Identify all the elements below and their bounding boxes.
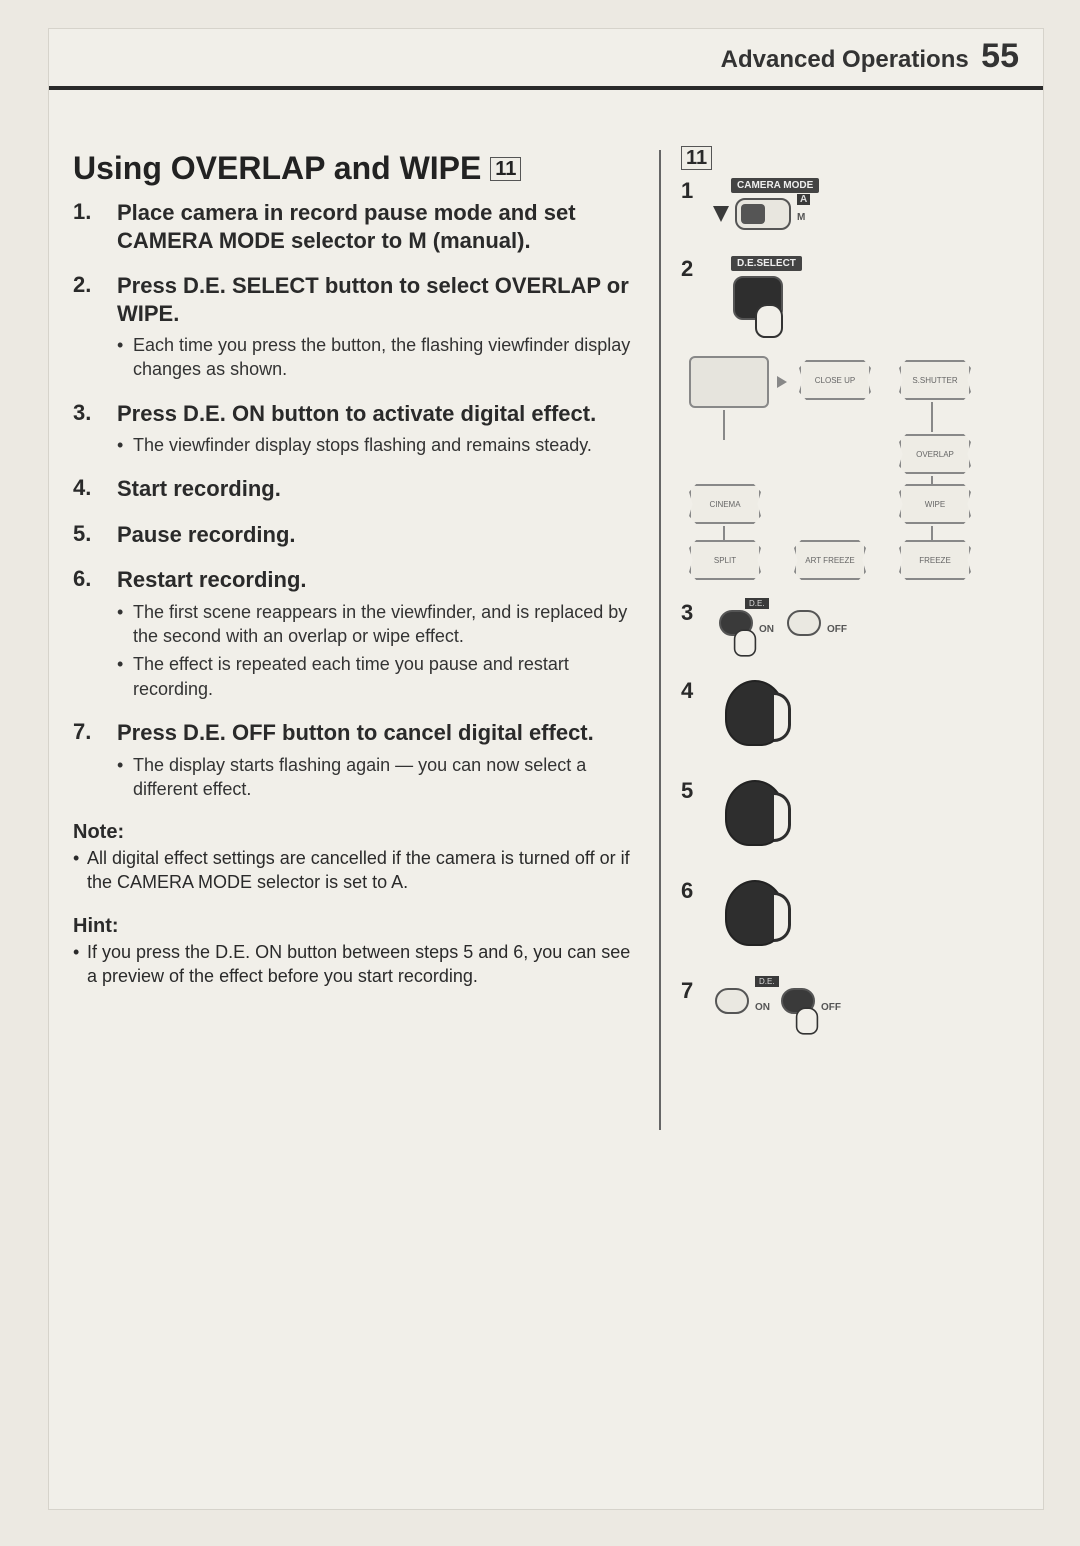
step-sub: The first scene reappears in the viewfin… [117,600,639,649]
step-sub: The effect is repeated each time you pau… [117,652,639,701]
hint-body: If you press the D.E. ON button between … [73,940,639,989]
step-sub: The viewfinder display stops flashing an… [117,433,639,457]
step-title: Start recording. [117,475,639,503]
camera-mode-label: CAMERA MODE [731,178,819,193]
step-sub: The display starts flashing again — you … [117,753,639,802]
title-text: Using OVERLAP and WIPE [73,150,481,186]
mode-cinema: CINEMA [689,484,761,524]
record-button-hand-icon [725,680,785,746]
text-column: Using OVERLAP and WIPE 11 Place camera i… [73,150,639,1150]
mode-split: SPLIT [689,540,761,580]
arrow-right-icon [777,376,787,388]
connector [931,402,933,432]
step-sub: Each time you press the button, the flas… [117,333,639,382]
step-title: Press D.E. OFF button to cancel digital … [117,719,639,747]
finger-icon [734,629,756,656]
mode-overlap: OVERLAP [899,434,971,474]
manual-page: Advanced Operations 55 Using OVERLAP and… [48,28,1044,1510]
step-5: Pause recording. [73,521,639,549]
arrow-down-icon [713,206,729,222]
title-ref-box: 11 [490,157,521,181]
note-heading: Note: [73,821,639,844]
connector [723,410,725,440]
hint-heading: Hint: [73,915,639,938]
off-label: OFF [821,1002,841,1013]
section-name: Advanced Operations [721,46,969,73]
content-row: Using OVERLAP and WIPE 11 Place camera i… [49,90,1043,1174]
mode-selector-icon [735,198,791,230]
illus-step-num: 6 [681,878,693,904]
de-label: D.E. [755,976,779,987]
step-title: Place camera in record pause mode and se… [117,199,639,254]
step-title: Pause recording. [117,521,639,549]
illus-step-num: 4 [681,678,693,704]
step-7: Press D.E. OFF button to cancel digital … [73,719,639,801]
step-title: Restart recording. [117,566,639,594]
illus-step-num: 5 [681,778,693,804]
de-on-button-icon [715,988,749,1014]
step-title: Press D.E. SELECT button to select OVERL… [117,272,639,327]
mode-sshutter: S.SHUTTER [899,360,971,400]
page-title: Using OVERLAP and WIPE 11 [73,150,639,187]
illus-step-num: 7 [681,978,693,1004]
label-A: A [797,194,810,205]
illus-ref-box: 11 [681,146,712,170]
mode-artfreeze: ART FREEZE [794,540,866,580]
record-button-hand-icon [725,780,785,846]
note-body: All digital effect settings are cancelle… [73,846,639,895]
step-6: Restart recording. The first scene reapp… [73,566,639,701]
step-3: Press D.E. ON button to activate digital… [73,400,639,458]
illus-step-num: 2 [681,256,693,282]
illus-step-num: 3 [681,600,693,626]
illus-step-num: 1 [681,178,693,204]
mode-closeup: CLOSE UP [799,360,871,400]
step-4: Start recording. [73,475,639,503]
finger-icon [755,304,783,338]
page-header: Advanced Operations 55 [49,29,1043,86]
step-list: Place camera in record pause mode and se… [73,199,639,801]
on-label: ON [759,624,774,635]
label-M: M [797,212,805,223]
illustrations: 11 1 CAMERA MODE A M 2 D.E.SELECT CLOSE … [659,150,1019,1150]
finger-icon [796,1007,818,1034]
mode-freeze: FREEZE [899,540,971,580]
de-select-label: D.E.SELECT [731,256,802,271]
record-button-hand-icon [725,880,785,946]
de-label: D.E. [745,598,769,609]
step-2: Press D.E. SELECT button to select OVERL… [73,272,639,382]
off-label: OFF [827,624,847,635]
on-label: ON [755,1002,770,1013]
de-off-button-icon [787,610,821,636]
illustration-column: 11 1 CAMERA MODE A M 2 D.E.SELECT CLOSE … [659,150,1019,1150]
step-1: Place camera in record pause mode and se… [73,199,639,254]
mode-wipe: WIPE [899,484,971,524]
viewfinder-blank [689,356,769,408]
page-number: 55 [981,37,1019,75]
step-title: Press D.E. ON button to activate digital… [117,400,639,428]
